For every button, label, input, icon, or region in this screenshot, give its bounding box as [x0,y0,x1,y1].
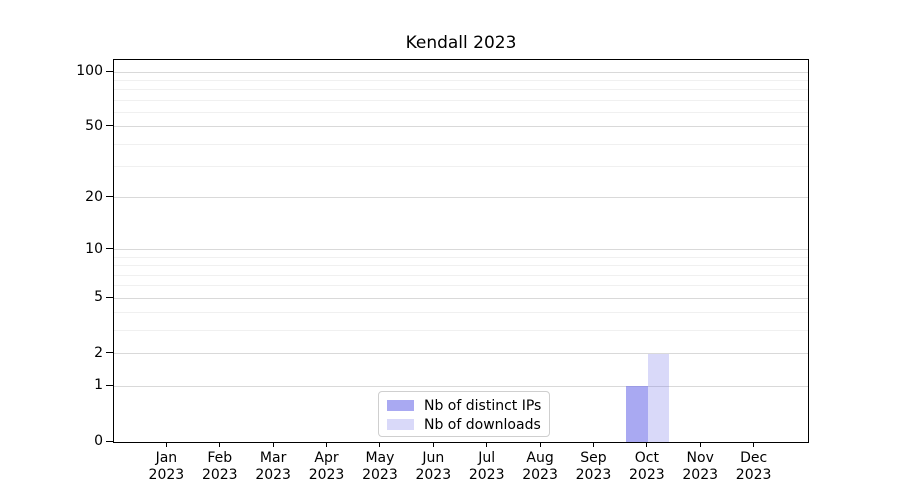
y-tick-label: 5 [94,289,103,306]
legend-label: Nb of downloads [424,416,541,433]
legend-label: Nb of distinct IPs [424,397,542,414]
x-tick-label: Apr 2023 [308,450,345,483]
legend: Nb of distinct IPs Nb of downloads [378,391,550,437]
major-gridline [114,72,808,73]
legend-item: Nb of distinct IPs [379,396,549,415]
y-tick-label: 10 [85,240,103,257]
y-tick [106,196,113,197]
y-tick [106,385,113,386]
y-tick [106,297,113,298]
bar-downloads [647,353,670,442]
chart-title: Kendall 2023 [405,33,517,53]
x-tick [540,442,541,447]
major-gridline [114,298,808,299]
x-tick-label: Feb 2023 [201,450,238,483]
minor-gridline [114,312,808,313]
major-gridline [114,126,808,127]
y-tick [106,71,113,72]
y-tick-label: 100 [76,63,103,79]
plot-area [113,59,809,443]
minor-gridline [114,330,808,331]
minor-gridline [114,144,808,145]
minor-gridline [114,100,808,101]
x-tick [379,442,380,447]
major-gridline [114,386,808,387]
x-tick-label: Nov 2023 [682,450,719,483]
x-tick [166,442,167,447]
y-tick-label: 20 [85,188,103,205]
y-tick [106,125,113,126]
x-tick [326,442,327,447]
bar-distinct-ips [626,386,648,442]
x-tick-label: Oct 2023 [629,450,665,483]
x-tick [593,442,594,447]
y-tick-label: 1 [94,377,103,394]
x-tick-label: Mar 2023 [255,450,291,483]
minor-gridline [114,285,808,286]
x-tick [486,442,487,447]
minor-gridline [114,80,808,81]
x-tick [700,442,701,447]
minor-gridline [114,112,808,113]
x-tick [753,442,754,447]
x-tick-label: Aug 2023 [522,450,558,483]
x-tick [219,442,220,447]
minor-gridline [114,275,808,276]
x-tick-label: Jun 2023 [415,450,452,483]
legend-item: Nb of downloads [379,415,549,434]
y-tick-label: 0 [94,433,103,449]
y-tick [106,248,113,249]
x-tick [646,442,647,447]
x-tick-label: Dec 2023 [735,450,772,483]
major-gridline [114,249,808,250]
minor-gridline [114,166,808,167]
y-tick [106,352,113,353]
x-tick [433,442,434,447]
minor-gridline [114,89,808,90]
minor-gridline [114,265,808,266]
x-tick [273,442,274,447]
x-tick-label: Jan 2023 [148,450,185,483]
minor-gridline [114,257,808,258]
x-tick-label: May 2023 [362,450,398,483]
legend-swatch [387,400,414,411]
x-tick-label: Sep 2023 [575,450,612,483]
major-gridline [114,353,808,354]
legend-swatch [387,419,414,430]
y-tick [106,441,113,442]
y-tick-label: 50 [85,117,103,134]
major-gridline [114,197,808,198]
x-tick-label: Jul 2023 [468,450,505,483]
y-tick-label: 2 [94,344,103,361]
